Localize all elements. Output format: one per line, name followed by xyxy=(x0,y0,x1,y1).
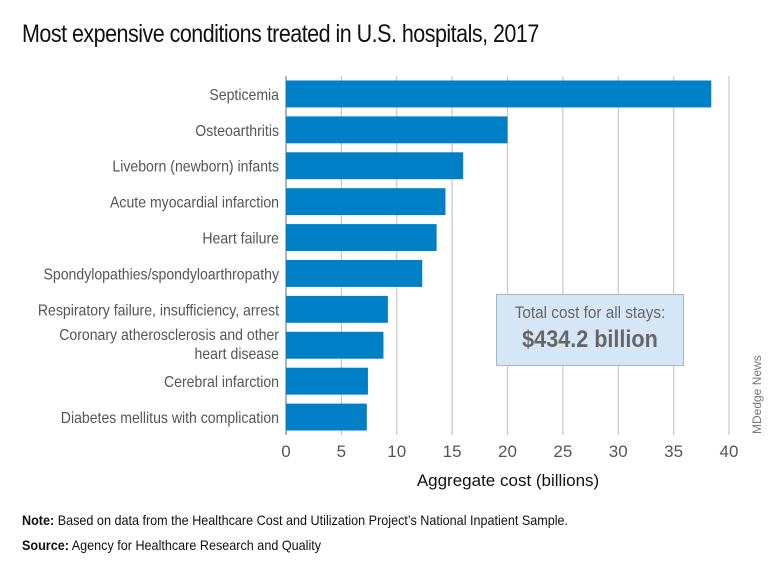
source-line: Source: Agency for Healthcare Research a… xyxy=(22,537,321,553)
category-label: Acute myocardial infarction xyxy=(110,194,279,212)
x-tick-label: 0 xyxy=(281,442,290,461)
x-tick-label: 35 xyxy=(664,442,683,461)
chart-title: Most expensive conditions treated in U.S… xyxy=(22,20,539,48)
x-tick-label: 10 xyxy=(387,442,406,461)
bar xyxy=(286,367,368,395)
bar xyxy=(286,259,423,287)
bar xyxy=(286,331,384,359)
bars xyxy=(286,80,712,431)
bar xyxy=(286,80,712,108)
bar xyxy=(286,152,464,180)
total-cost-callout: Total cost for all stays: $434.2 billion xyxy=(496,294,684,366)
category-label: Diabetes mellitus with complication xyxy=(61,409,279,427)
category-label: Septicemia xyxy=(209,86,279,104)
bar xyxy=(286,403,367,431)
x-tick-label: 20 xyxy=(498,442,517,461)
category-label: Liveborn (newborn) infants xyxy=(112,158,279,176)
source-text: Agency for Healthcare Research and Quali… xyxy=(68,537,322,553)
bar xyxy=(286,224,437,252)
callout-label: Total cost for all stays: xyxy=(514,303,666,322)
source-label: Source: xyxy=(22,537,69,553)
callout-value: $434.2 billion xyxy=(522,326,658,353)
x-tick-label: 40 xyxy=(720,442,739,461)
category-label: Respiratory failure, insufficiency, arre… xyxy=(38,302,280,320)
category-label: Osteoarthritis xyxy=(195,122,279,140)
bar xyxy=(286,188,446,216)
note-label: Note: xyxy=(22,512,55,528)
category-label: Coronary atherosclerosis and other heart … xyxy=(59,326,279,363)
note-line: Note: Based on data from the Healthcare … xyxy=(22,512,568,528)
x-tick-label: 15 xyxy=(443,442,462,461)
category-label: Spondylopathies/spondyloarthropathy xyxy=(44,266,280,284)
x-tick-label: 30 xyxy=(609,442,628,461)
x-tick-label: 25 xyxy=(553,442,572,461)
category-label: Heart failure xyxy=(202,230,279,248)
category-label: Cerebral infarction xyxy=(164,373,279,391)
x-tick-labels: 0 5 10 15 20 25 30 35 40 xyxy=(281,442,738,461)
credit-text: MDedge News xyxy=(750,355,764,434)
note-text: Based on data from the Healthcare Cost a… xyxy=(54,512,569,528)
x-tick-label: 5 xyxy=(337,442,346,461)
category-labels: Septicemia Osteoarthritis Liveborn (newbor… xyxy=(38,86,280,427)
bar xyxy=(286,295,388,323)
x-axis-label: Aggregate cost (billions) xyxy=(417,471,599,490)
bar xyxy=(286,116,508,144)
